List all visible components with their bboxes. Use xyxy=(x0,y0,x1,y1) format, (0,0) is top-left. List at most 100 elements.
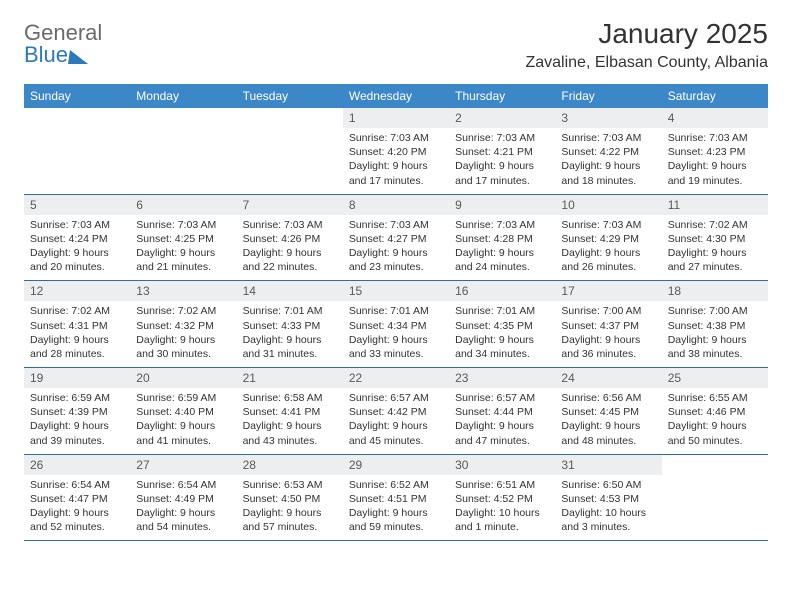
day-number: 6 xyxy=(130,195,236,215)
sunset-line: Sunset: 4:29 PM xyxy=(561,232,655,246)
calendar-cell: 4Sunrise: 7:03 AMSunset: 4:23 PMDaylight… xyxy=(662,108,768,194)
sunrise-line: Sunrise: 6:57 AM xyxy=(455,391,549,405)
day-details: Sunrise: 6:56 AMSunset: 4:45 PMDaylight:… xyxy=(555,388,661,454)
sunset-line: Sunset: 4:47 PM xyxy=(30,492,124,506)
calendar-cell: 22Sunrise: 6:57 AMSunset: 4:42 PMDayligh… xyxy=(343,368,449,455)
day-details: Sunrise: 6:58 AMSunset: 4:41 PMDaylight:… xyxy=(237,388,343,454)
daylight-line: Daylight: 9 hours and 27 minutes. xyxy=(668,246,762,274)
sunrise-line: Sunrise: 6:57 AM xyxy=(349,391,443,405)
daylight-line: Daylight: 9 hours and 38 minutes. xyxy=(668,333,762,361)
daylight-line: Daylight: 9 hours and 26 minutes. xyxy=(561,246,655,274)
day-details: Sunrise: 6:52 AMSunset: 4:51 PMDaylight:… xyxy=(343,475,449,541)
sunrise-line: Sunrise: 7:03 AM xyxy=(455,131,549,145)
calendar-cell: 11Sunrise: 7:02 AMSunset: 4:30 PMDayligh… xyxy=(662,194,768,281)
sunset-line: Sunset: 4:37 PM xyxy=(561,319,655,333)
daylight-line: Daylight: 9 hours and 48 minutes. xyxy=(561,419,655,447)
sunset-line: Sunset: 4:38 PM xyxy=(668,319,762,333)
calendar-page: General Blue January 2025 Zavaline, Elba… xyxy=(0,0,792,559)
calendar-cell: 8Sunrise: 7:03 AMSunset: 4:27 PMDaylight… xyxy=(343,194,449,281)
day-details: Sunrise: 7:01 AMSunset: 4:34 PMDaylight:… xyxy=(343,301,449,367)
sunset-line: Sunset: 4:22 PM xyxy=(561,145,655,159)
weekday-header: Saturday xyxy=(662,84,768,108)
day-number: 11 xyxy=(662,195,768,215)
day-number: 14 xyxy=(237,281,343,301)
calendar-cell xyxy=(130,108,236,194)
daylight-line: Daylight: 9 hours and 30 minutes. xyxy=(136,333,230,361)
page-title: January 2025 xyxy=(525,18,768,50)
sunset-line: Sunset: 4:44 PM xyxy=(455,405,549,419)
weekday-header: Friday xyxy=(555,84,661,108)
day-details: Sunrise: 7:03 AMSunset: 4:20 PMDaylight:… xyxy=(343,128,449,194)
day-details: Sunrise: 6:57 AMSunset: 4:42 PMDaylight:… xyxy=(343,388,449,454)
day-number: 21 xyxy=(237,368,343,388)
sunrise-line: Sunrise: 7:02 AM xyxy=(136,304,230,318)
day-number: 31 xyxy=(555,455,661,475)
weekday-header: Sunday xyxy=(24,84,130,108)
calendar-cell: 3Sunrise: 7:03 AMSunset: 4:22 PMDaylight… xyxy=(555,108,661,194)
day-number: 28 xyxy=(237,455,343,475)
day-number: 30 xyxy=(449,455,555,475)
sunset-line: Sunset: 4:33 PM xyxy=(243,319,337,333)
day-details: Sunrise: 6:51 AMSunset: 4:52 PMDaylight:… xyxy=(449,475,555,541)
daylight-line: Daylight: 9 hours and 23 minutes. xyxy=(349,246,443,274)
daylight-line: Daylight: 9 hours and 39 minutes. xyxy=(30,419,124,447)
daylight-line: Daylight: 9 hours and 47 minutes. xyxy=(455,419,549,447)
calendar-row: 1Sunrise: 7:03 AMSunset: 4:20 PMDaylight… xyxy=(24,108,768,194)
calendar-row: 26Sunrise: 6:54 AMSunset: 4:47 PMDayligh… xyxy=(24,454,768,541)
weekday-header: Wednesday xyxy=(343,84,449,108)
day-number: 20 xyxy=(130,368,236,388)
day-details: Sunrise: 7:02 AMSunset: 4:30 PMDaylight:… xyxy=(662,215,768,281)
daylight-line: Daylight: 9 hours and 33 minutes. xyxy=(349,333,443,361)
sunrise-line: Sunrise: 6:59 AM xyxy=(136,391,230,405)
logo-line2: Blue xyxy=(24,44,68,66)
sunset-line: Sunset: 4:51 PM xyxy=(349,492,443,506)
calendar-row: 12Sunrise: 7:02 AMSunset: 4:31 PMDayligh… xyxy=(24,281,768,368)
calendar-table: Sunday Monday Tuesday Wednesday Thursday… xyxy=(24,84,768,541)
logo: General Blue xyxy=(24,22,102,66)
logo-triangle-icon xyxy=(68,50,90,64)
day-details: Sunrise: 6:54 AMSunset: 4:47 PMDaylight:… xyxy=(24,475,130,541)
day-number: 2 xyxy=(449,108,555,128)
sunrise-line: Sunrise: 6:52 AM xyxy=(349,478,443,492)
sunset-line: Sunset: 4:49 PM xyxy=(136,492,230,506)
calendar-cell: 30Sunrise: 6:51 AMSunset: 4:52 PMDayligh… xyxy=(449,454,555,541)
day-number: 13 xyxy=(130,281,236,301)
calendar-cell: 16Sunrise: 7:01 AMSunset: 4:35 PMDayligh… xyxy=(449,281,555,368)
calendar-cell: 28Sunrise: 6:53 AMSunset: 4:50 PMDayligh… xyxy=(237,454,343,541)
sunset-line: Sunset: 4:32 PM xyxy=(136,319,230,333)
daylight-line: Daylight: 10 hours and 1 minute. xyxy=(455,506,549,534)
day-number: 7 xyxy=(237,195,343,215)
sunset-line: Sunset: 4:45 PM xyxy=(561,405,655,419)
calendar-cell: 9Sunrise: 7:03 AMSunset: 4:28 PMDaylight… xyxy=(449,194,555,281)
calendar-cell: 17Sunrise: 7:00 AMSunset: 4:37 PMDayligh… xyxy=(555,281,661,368)
calendar-cell: 21Sunrise: 6:58 AMSunset: 4:41 PMDayligh… xyxy=(237,368,343,455)
day-details: Sunrise: 7:03 AMSunset: 4:24 PMDaylight:… xyxy=(24,215,130,281)
day-details: Sunrise: 7:02 AMSunset: 4:32 PMDaylight:… xyxy=(130,301,236,367)
daylight-line: Daylight: 9 hours and 57 minutes. xyxy=(243,506,337,534)
sunset-line: Sunset: 4:50 PM xyxy=(243,492,337,506)
day-number: 3 xyxy=(555,108,661,128)
day-details: Sunrise: 6:59 AMSunset: 4:39 PMDaylight:… xyxy=(24,388,130,454)
day-number: 29 xyxy=(343,455,449,475)
sunrise-line: Sunrise: 6:59 AM xyxy=(30,391,124,405)
calendar-cell: 25Sunrise: 6:55 AMSunset: 4:46 PMDayligh… xyxy=(662,368,768,455)
calendar-cell: 1Sunrise: 7:03 AMSunset: 4:20 PMDaylight… xyxy=(343,108,449,194)
day-details: Sunrise: 6:53 AMSunset: 4:50 PMDaylight:… xyxy=(237,475,343,541)
day-number: 19 xyxy=(24,368,130,388)
day-number: 26 xyxy=(24,455,130,475)
daylight-line: Daylight: 9 hours and 20 minutes. xyxy=(30,246,124,274)
sunrise-line: Sunrise: 7:01 AM xyxy=(349,304,443,318)
daylight-line: Daylight: 9 hours and 54 minutes. xyxy=(136,506,230,534)
calendar-cell: 18Sunrise: 7:00 AMSunset: 4:38 PMDayligh… xyxy=(662,281,768,368)
weekday-header: Thursday xyxy=(449,84,555,108)
day-number: 1 xyxy=(343,108,449,128)
sunset-line: Sunset: 4:20 PM xyxy=(349,145,443,159)
sunrise-line: Sunrise: 7:03 AM xyxy=(30,218,124,232)
sunset-line: Sunset: 4:30 PM xyxy=(668,232,762,246)
daylight-line: Daylight: 9 hours and 50 minutes. xyxy=(668,419,762,447)
day-details: Sunrise: 6:59 AMSunset: 4:40 PMDaylight:… xyxy=(130,388,236,454)
calendar-cell xyxy=(662,454,768,541)
day-number: 12 xyxy=(24,281,130,301)
daylight-line: Daylight: 9 hours and 21 minutes. xyxy=(136,246,230,274)
calendar-cell: 7Sunrise: 7:03 AMSunset: 4:26 PMDaylight… xyxy=(237,194,343,281)
